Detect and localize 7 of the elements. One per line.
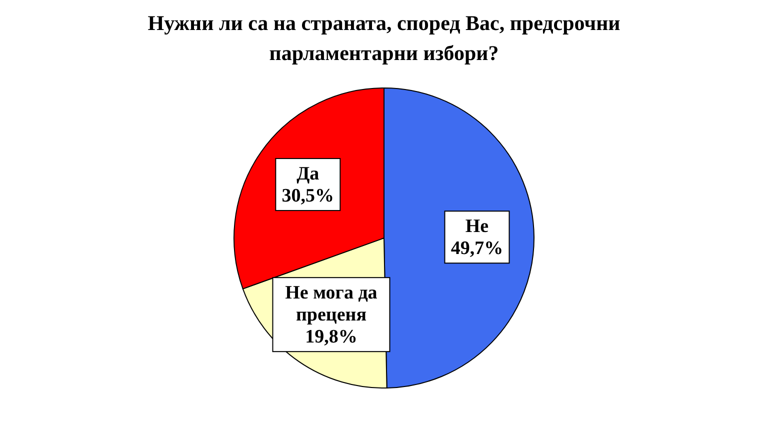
slice-label: Не <box>465 216 489 238</box>
data-label: 49,7% <box>450 238 504 260</box>
slice-label: Не мога да преценя <box>285 282 378 326</box>
slice-label: Да <box>296 164 320 185</box>
data-label: 19,8% <box>305 326 358 348</box>
data-label: 30,5% <box>282 186 334 207</box>
chart-title: Нужни ли са на страната, според Вас, предсрочни парламентарни избори? <box>146 10 622 67</box>
